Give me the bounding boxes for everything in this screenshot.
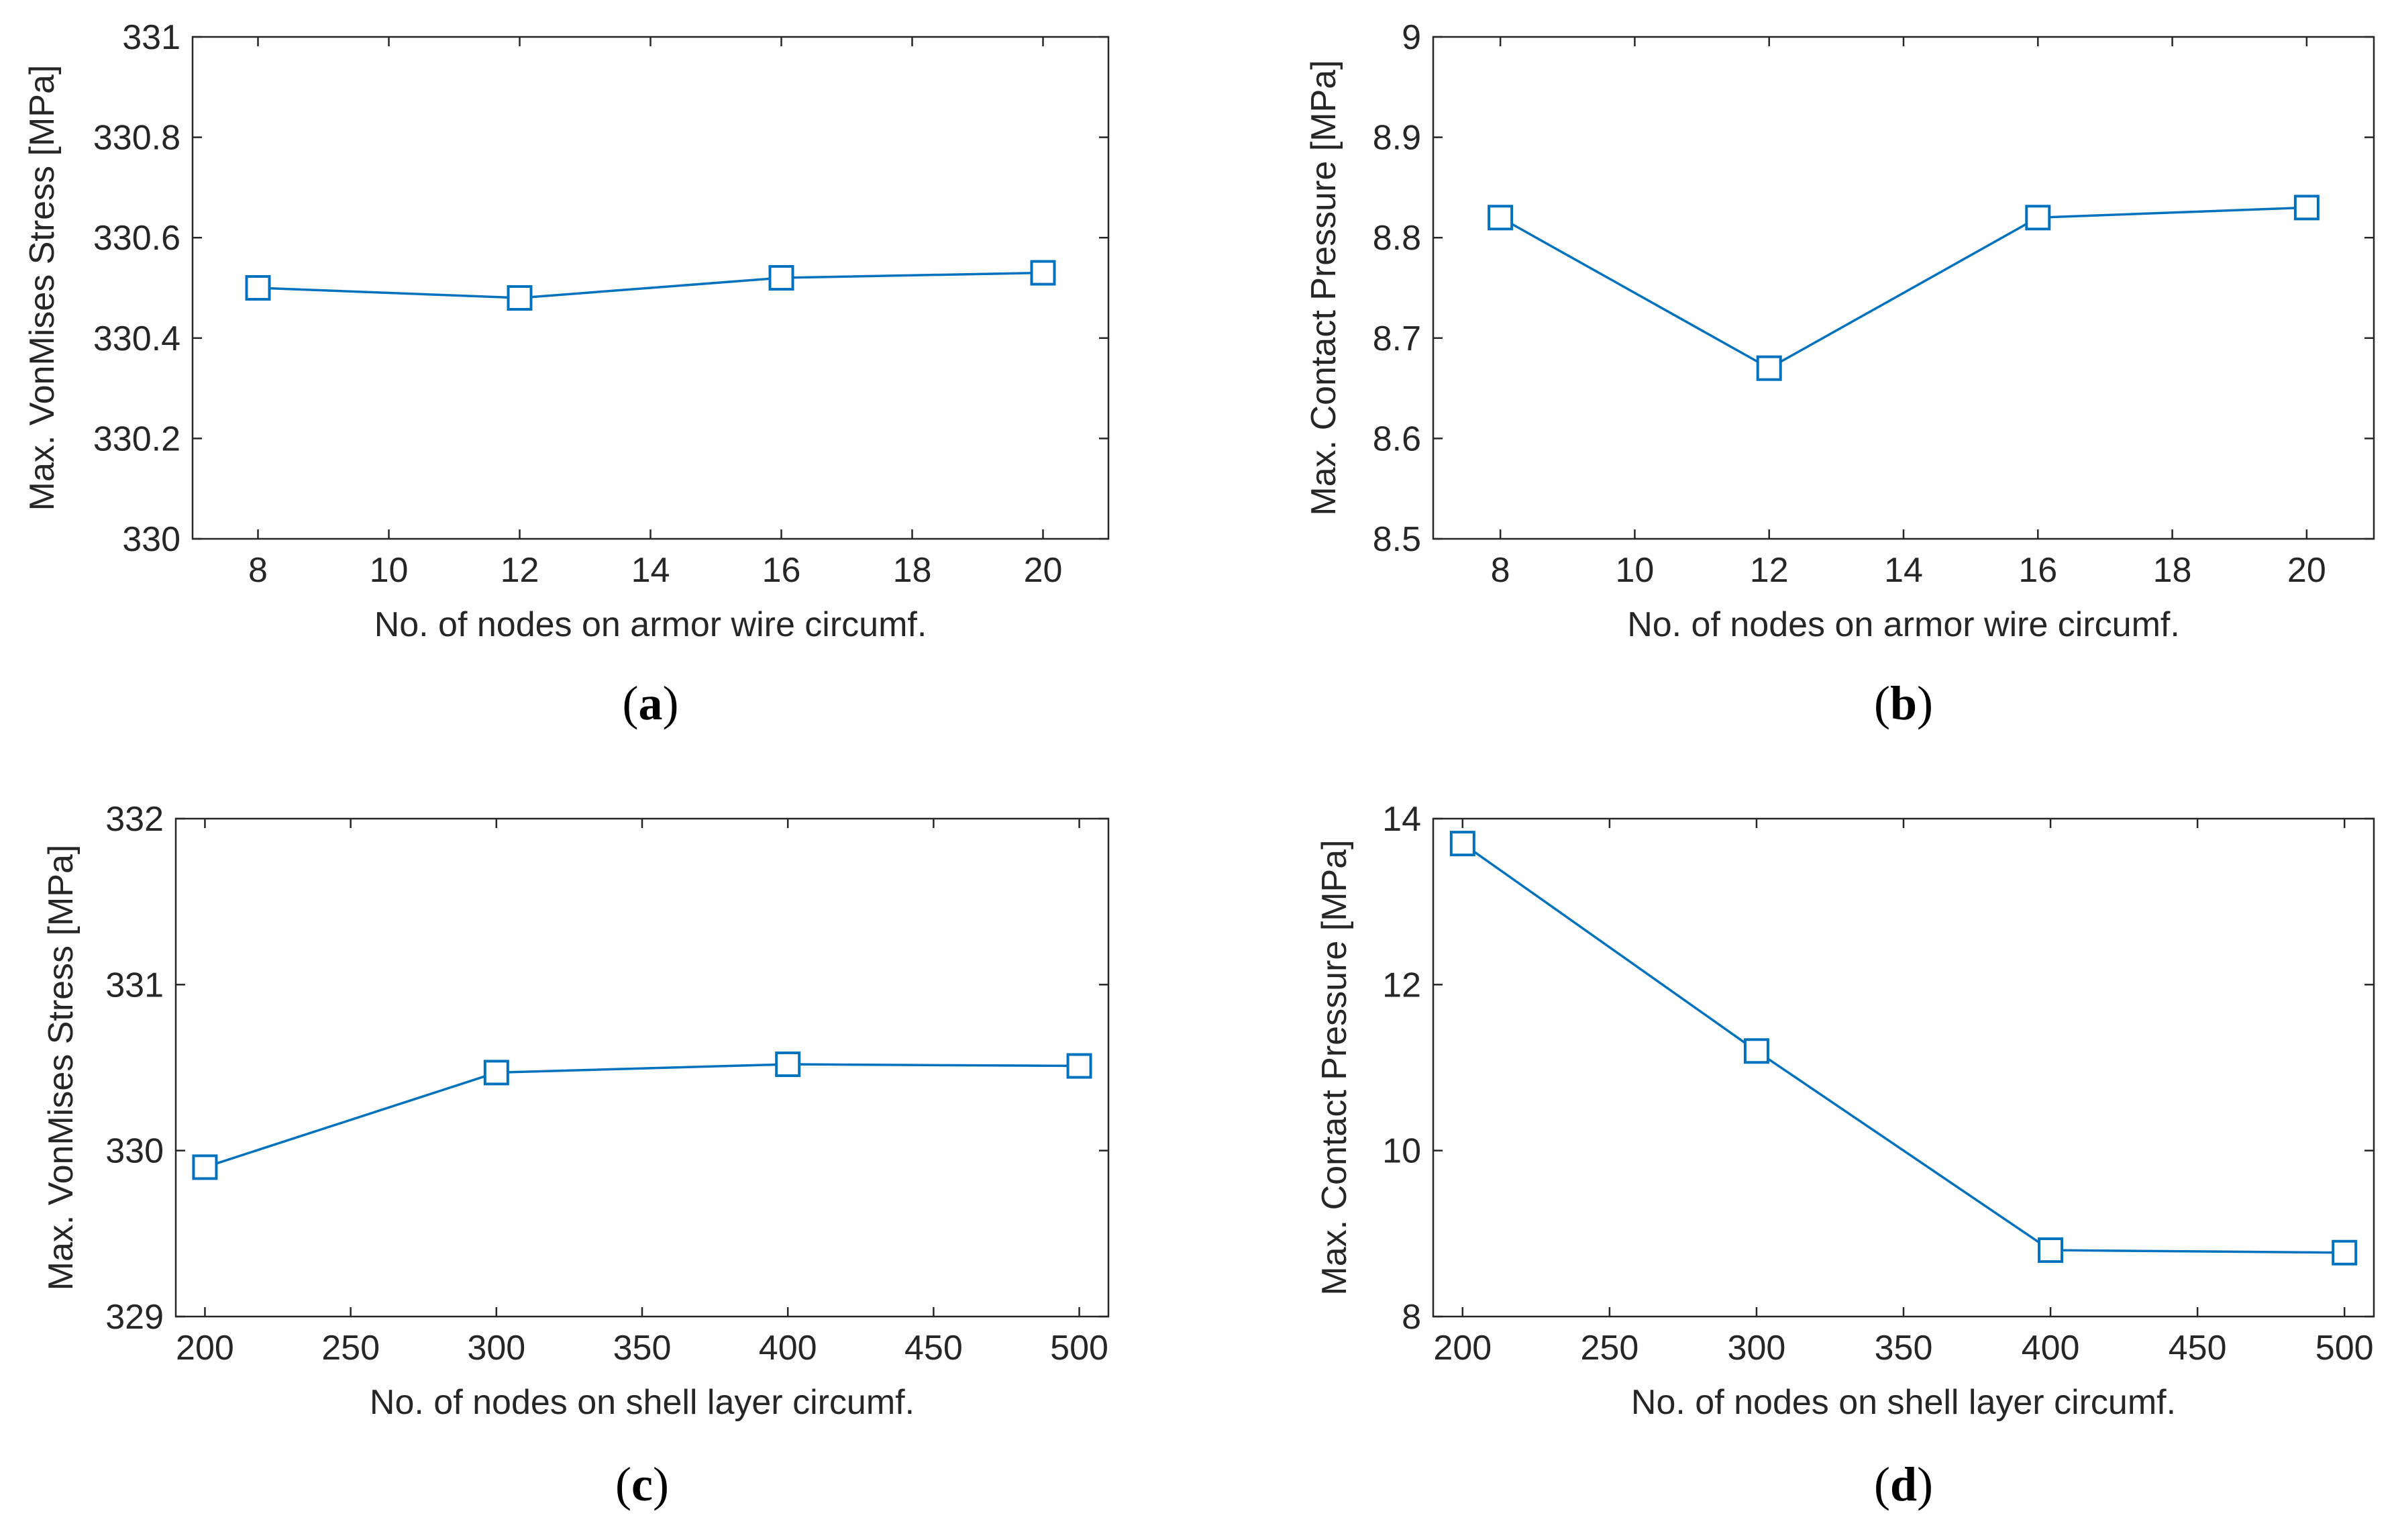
- axes-frame: [1432, 36, 2375, 540]
- data-point: [2293, 195, 2320, 221]
- x-axis-label: No. of nodes on armor wire circumf.: [1627, 605, 2180, 644]
- y-tick-label: 8.6: [1373, 419, 1421, 458]
- series-line: [1500, 206, 2307, 370]
- x-tick-label: 400: [2022, 1329, 2080, 1368]
- y-tick-label: 10: [1382, 1132, 1421, 1171]
- x-tick-label: 450: [2169, 1329, 2227, 1368]
- data-point: [1449, 831, 1475, 857]
- data-point: [192, 1154, 218, 1180]
- y-tick-label: 331: [122, 18, 180, 57]
- x-tick-label: 200: [176, 1329, 234, 1368]
- y-axis-label: Max. VonMises Stress [MPa]: [42, 845, 81, 1291]
- x-tick-label: 14: [1884, 551, 1923, 590]
- data-point: [768, 265, 794, 291]
- x-tick-label: 250: [321, 1329, 380, 1368]
- x-tick-label: 16: [762, 551, 801, 590]
- y-tick-label: 330: [105, 1132, 164, 1171]
- data-point: [1030, 260, 1056, 286]
- y-axis-label: Max. VonMises Stress [MPa]: [23, 65, 62, 511]
- panel-caption: (a): [623, 676, 679, 730]
- panel-caption: (d): [1874, 1457, 1933, 1511]
- panel-d: 200 250 300 350 400 450 500 8 10 12 14 No. of nodes…: [1315, 800, 2375, 1511]
- x-tick-label: 350: [1875, 1329, 1933, 1368]
- data-point: [1066, 1053, 1092, 1079]
- y-tick-label: 8.5: [1373, 520, 1421, 559]
- x-tick-label: 20: [2287, 551, 2326, 590]
- x-tick-label: 350: [613, 1329, 672, 1368]
- x-axis-label: No. of nodes on armor wire circumf.: [374, 605, 927, 644]
- y-tick-label: 330: [122, 520, 180, 559]
- x-tick-label: 10: [370, 551, 409, 590]
- x-tick-label: 16: [2018, 551, 2057, 590]
- x-tick-label: 300: [467, 1329, 525, 1368]
- y-tick-label: 8.7: [1373, 319, 1421, 358]
- y-tick-label: 14: [1382, 800, 1421, 839]
- x-tick-label: 8: [1491, 551, 1510, 590]
- y-tick-label: 12: [1382, 966, 1421, 1005]
- y-tick-label: 330.2: [93, 419, 180, 458]
- x-axis-label: No. of nodes on shell layer circumf.: [370, 1383, 915, 1422]
- y-tick-label: 332: [105, 800, 164, 839]
- data-point: [1743, 1038, 1769, 1064]
- series-line: [204, 1063, 1080, 1169]
- data-point: [507, 285, 533, 311]
- x-tick-label: 450: [904, 1329, 963, 1368]
- x-tick-label: 8: [248, 551, 268, 590]
- panel-caption: (b): [1874, 676, 1933, 730]
- data-point: [2038, 1237, 2064, 1264]
- data-point: [245, 275, 271, 301]
- x-tick-label: 14: [631, 551, 670, 590]
- y-tick-label: 9: [1402, 18, 1421, 57]
- x-tick-label: 12: [501, 551, 539, 590]
- x-tick-label: 400: [759, 1329, 817, 1368]
- y-tick-label: 330.6: [93, 219, 180, 258]
- x-tick-label: 500: [1050, 1329, 1108, 1368]
- panel-caption: (c): [615, 1457, 669, 1511]
- y-tick-label: 8.9: [1373, 119, 1421, 158]
- y-tick-label: 330.4: [93, 319, 180, 358]
- y-axis-label: Max. Contact Pressure [MPa]: [1315, 839, 1354, 1295]
- y-tick-label: 8.8: [1373, 219, 1421, 258]
- y-tick-label: 329: [105, 1298, 164, 1337]
- panel-a: 8 10 12 14 16 18 20 330 330.2 330.4 330.6 330.8 331 N…: [23, 18, 1110, 730]
- x-tick-label: 200: [1433, 1329, 1492, 1368]
- axes-frame: [1432, 817, 2375, 1318]
- data-point: [1756, 355, 1782, 381]
- x-tick-label: 300: [1728, 1329, 1786, 1368]
- x-tick-label: 20: [1024, 551, 1063, 590]
- y-tick-label: 8: [1402, 1298, 1421, 1337]
- x-tick-label: 10: [1616, 551, 1655, 590]
- data-point: [483, 1060, 509, 1086]
- panel-b: 8 10 12 14 16 18 20 8.5 8.6 8.7 8.8 8.9 9 No. of node…: [1304, 18, 2375, 730]
- data-point: [1488, 205, 1514, 231]
- x-tick-label: 18: [2153, 551, 2192, 590]
- series-line: [1461, 842, 2345, 1254]
- y-tick-label: 330.8: [93, 119, 180, 158]
- x-tick-label: 12: [1750, 551, 1789, 590]
- x-axis-label: No. of nodes on shell layer circumf.: [1631, 1383, 2176, 1422]
- y-axis-label: Max. Contact Pressure [MPa]: [1304, 60, 1343, 515]
- panel-c: 200 250 300 350 400 450 500 329 330 331 332 No. of …: [42, 800, 1110, 1511]
- data-point: [2025, 205, 2051, 231]
- x-tick-label: 18: [893, 551, 932, 590]
- data-point: [775, 1051, 801, 1078]
- series-line: [258, 271, 1043, 299]
- x-tick-label: 250: [1580, 1329, 1638, 1368]
- data-point: [2332, 1239, 2358, 1266]
- y-tick-label: 331: [105, 966, 164, 1005]
- x-tick-label: 500: [2315, 1329, 2374, 1368]
